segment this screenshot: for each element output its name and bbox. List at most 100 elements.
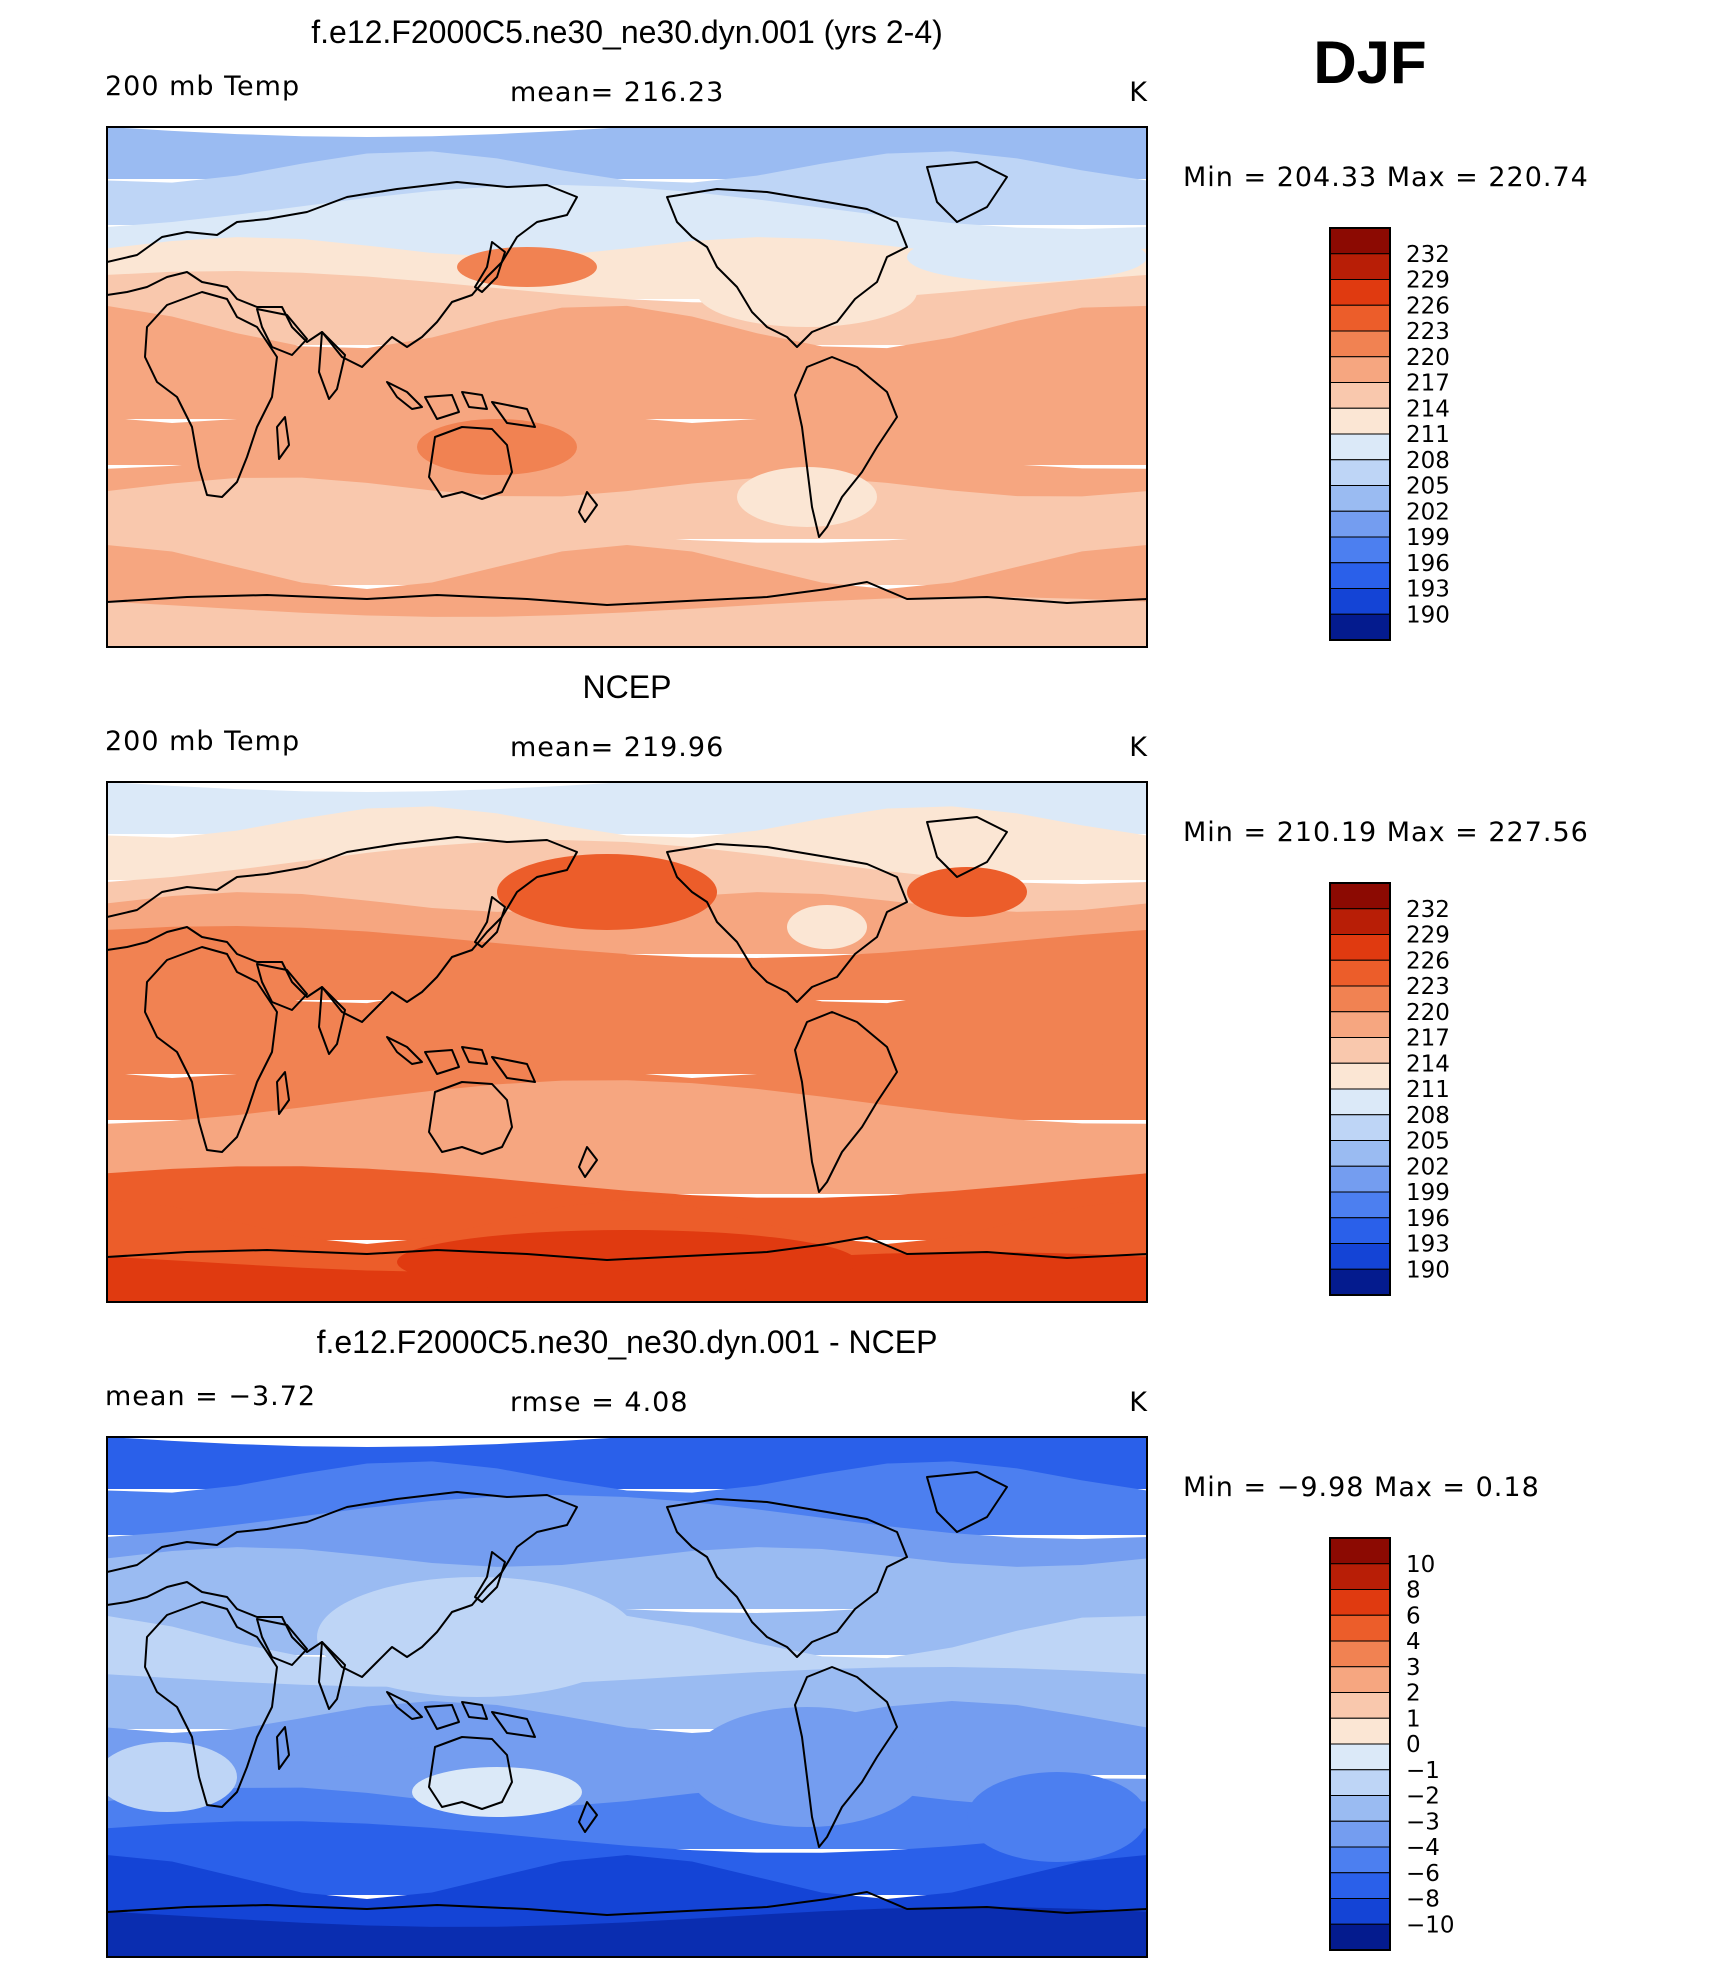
contour-region	[317, 1577, 637, 1697]
contour-region	[787, 905, 867, 949]
units-label: K	[1129, 1387, 1148, 1418]
colorbar-swatch	[1329, 908, 1391, 935]
colorbar-swatch	[1329, 1062, 1391, 1090]
center-label: mean= 219.96	[510, 732, 724, 763]
colorbar-swatch	[1329, 1614, 1391, 1642]
colorbar-swatch	[1329, 1769, 1391, 1796]
colorbar-swatch	[1329, 1898, 1391, 1925]
colorbar-tick-label: 4	[1406, 1629, 1421, 1655]
colorbar-tick-label: 226	[1406, 948, 1450, 974]
colorbar-tick-label: 217	[1406, 1026, 1450, 1052]
panel-2: NCEP 200 mb Temp mean= 219.96 K Min = 210.19…	[105, 669, 1589, 1303]
colorbar-swatch	[1329, 227, 1391, 255]
colorbar-tick-label: −1	[1406, 1758, 1440, 1784]
colorbar-swatch	[1329, 1011, 1391, 1038]
min-max-label: Min = 210.19 Max = 227.56	[1183, 817, 1589, 848]
colorbar-swatch	[1329, 1589, 1391, 1616]
panel-title: f.e12.F2000C5.ne30_ne30.dyn.001 - NCEP	[317, 1324, 938, 1360]
colorbar-tick-label: 8	[1406, 1578, 1421, 1604]
colorbar-swatch	[1329, 1037, 1391, 1064]
contour-region	[687, 1707, 927, 1827]
colorbar-tick-label: 217	[1406, 371, 1450, 397]
colorbar-tick-label: 190	[1406, 1257, 1450, 1283]
colorbar-swatch	[1329, 1243, 1391, 1270]
colorbar-swatch	[1329, 1743, 1391, 1771]
colorbar: 2322292262232202172142112082052021991961…	[1329, 882, 1450, 1296]
colorbar-tick-label: 229	[1406, 923, 1450, 949]
colorbar-swatch	[1329, 1268, 1391, 1296]
colorbar-tick-label: 208	[1406, 1103, 1450, 1129]
colorbar-swatch	[1329, 934, 1391, 961]
colorbar-swatch	[1329, 959, 1391, 987]
colorbar-swatch	[1329, 1165, 1391, 1193]
colorbar-tick-label: 223	[1406, 319, 1450, 345]
colorbar-swatch	[1329, 1191, 1391, 1219]
left-label: mean = −3.72	[105, 1381, 316, 1412]
colorbar-swatch	[1329, 1795, 1391, 1822]
colorbar-tick-label: 223	[1406, 974, 1450, 1000]
panel-1: f.e12.F2000C5.ne30_ne30.dyn.001 (yrs 2-4…	[105, 14, 1589, 648]
contour-region	[737, 467, 877, 527]
colorbar-tick-label: 193	[1406, 577, 1450, 603]
center-label: rmse = 4.08	[510, 1387, 689, 1418]
colorbar-swatch	[1329, 1114, 1391, 1141]
map	[106, 1436, 1148, 1958]
panel-title: f.e12.F2000C5.ne30_ne30.dyn.001 (yrs 2-4…	[311, 14, 943, 50]
contour-region	[397, 1230, 857, 1294]
colorbar-tick-label: −10	[1406, 1912, 1455, 1938]
colorbar-swatch	[1329, 330, 1391, 358]
colorbar-tick-label: −4	[1406, 1835, 1440, 1861]
map-frame	[106, 1436, 1148, 1958]
colorbar-swatch	[1329, 1640, 1391, 1668]
left-label: 200 mb Temp	[105, 71, 300, 102]
contour-region	[417, 419, 577, 475]
colorbar-tick-label: 232	[1406, 897, 1450, 923]
colorbar-tick-label: 202	[1406, 499, 1450, 525]
colorbar-tick-label: 3	[1406, 1655, 1421, 1681]
units-label: K	[1129, 732, 1148, 763]
contour-region	[412, 1767, 582, 1817]
colorbar-tick-label: 220	[1406, 1000, 1450, 1026]
left-label: 200 mb Temp	[105, 726, 300, 757]
units-label: K	[1129, 77, 1148, 108]
colorbar-tick-label: 193	[1406, 1232, 1450, 1258]
contour-region	[907, 867, 1027, 917]
season-label: DJF	[1313, 29, 1426, 96]
colorbar-tick-label: 202	[1406, 1154, 1450, 1180]
colorbar-tick-label: 208	[1406, 448, 1450, 474]
colorbar-swatch	[1329, 407, 1391, 435]
colorbar-swatch	[1329, 985, 1391, 1013]
colorbar-swatch	[1329, 1217, 1391, 1244]
colorbar-tick-label: 0	[1406, 1732, 1421, 1758]
colorbar-swatch	[1329, 1140, 1391, 1167]
colorbar-swatch	[1329, 510, 1391, 538]
colorbar-tick-label: −6	[1406, 1861, 1440, 1887]
colorbar-swatch	[1329, 485, 1391, 512]
colorbar-swatch	[1329, 1846, 1391, 1874]
panel-title: NCEP	[583, 669, 672, 705]
colorbar-tick-label: 229	[1406, 268, 1450, 294]
colorbar-swatch	[1329, 562, 1391, 589]
map-frame	[106, 781, 1148, 1303]
colorbar-tick-label: −3	[1406, 1809, 1440, 1835]
colorbar-tick-label: 211	[1406, 422, 1450, 448]
colorbar: 2322292262232202172142112082052021991961…	[1329, 227, 1450, 641]
colorbar-swatch	[1329, 1537, 1391, 1565]
colorbar-swatch	[1329, 1923, 1391, 1951]
min-max-label: Min = 204.33 Max = 220.74	[1183, 162, 1589, 193]
colorbar-swatch	[1329, 279, 1391, 306]
colorbar-swatch	[1329, 1088, 1391, 1116]
colorbar-tick-label: 226	[1406, 293, 1450, 319]
colorbar-tick-label: 2	[1406, 1681, 1421, 1707]
contour-region	[697, 257, 917, 327]
colorbar-swatch	[1329, 1666, 1391, 1693]
colorbar-tick-label: 190	[1406, 602, 1450, 628]
map	[106, 781, 1148, 1303]
colorbar-swatch	[1329, 613, 1391, 641]
colorbar-tick-label: 196	[1406, 551, 1450, 577]
colorbar-swatch	[1329, 433, 1391, 461]
contour-region	[907, 232, 1147, 282]
colorbar-swatch	[1329, 1820, 1391, 1848]
